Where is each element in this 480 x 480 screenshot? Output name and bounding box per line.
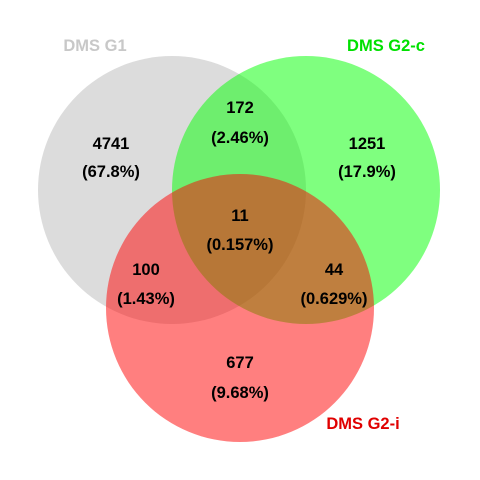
region-all-three-count: 11 [231,207,248,225]
region-g2i-only-percent: (9.68%) [211,384,269,402]
region-g2c-g2i-percent: (0.629%) [301,290,368,308]
region-g2i-only-count: 677 [226,354,254,372]
region-g1-g2i-percent: (1.43%) [117,290,175,308]
region-g1-only-count: 4741 [93,135,130,153]
region-g1-only-percent: (67.8%) [82,163,140,181]
region-g1-g2i-count: 100 [132,261,160,279]
region-g1-g2c-percent: (2.46%) [211,129,269,147]
set-label-dms-g2-c: DMS G2-c [347,37,425,55]
set-circle-dms-g2-i [106,174,374,442]
region-g2c-only-count: 1251 [349,135,386,153]
region-g2c-only-percent: (17.9%) [338,163,396,181]
set-label-dms-g2-i: DMS G2-i [326,415,399,433]
region-g2c-g2i-count: 44 [325,261,344,279]
set-label-dms-g1: DMS G1 [63,37,126,55]
region-g1-g2c-count: 172 [226,99,254,117]
region-all-three-percent: (0.157%) [207,236,274,254]
